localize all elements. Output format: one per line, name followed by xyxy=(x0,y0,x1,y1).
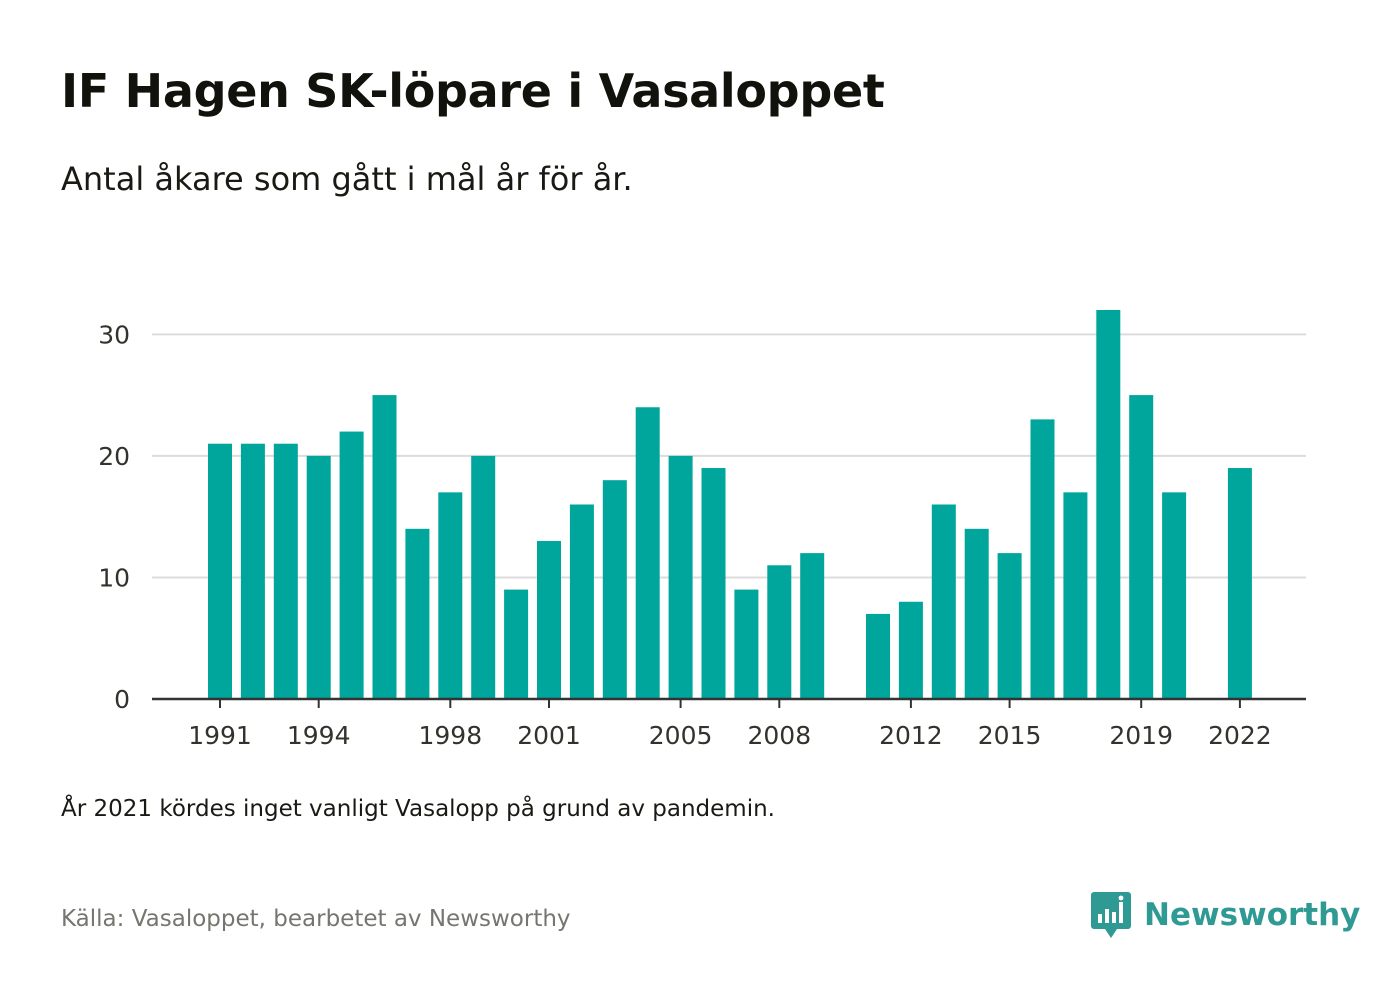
source-text: Källa: Vasaloppet, bearbetet av Newswort… xyxy=(61,906,571,932)
bar-1998 xyxy=(438,492,463,699)
bar-2011 xyxy=(866,613,890,699)
x-tick-label: 2008 xyxy=(747,721,811,750)
bar-1991 xyxy=(208,443,232,699)
x-tick-label: 2005 xyxy=(649,721,713,750)
bar-2016 xyxy=(1030,419,1055,699)
y-tick-label: 0 xyxy=(114,685,130,714)
brand-name: Newsworthy xyxy=(1144,897,1361,933)
bar-2003 xyxy=(602,480,627,699)
x-tick-label: 1994 xyxy=(287,721,351,750)
bar-2005 xyxy=(668,455,693,699)
bar-1994 xyxy=(306,455,331,699)
x-tick-label: 2015 xyxy=(978,721,1042,750)
y-tick-label: 30 xyxy=(98,320,130,349)
chart-subtitle: Antal åkare som gått i mål år för år. xyxy=(61,160,633,198)
bar-2022 xyxy=(1227,468,1252,699)
x-tick-label: 2019 xyxy=(1109,721,1173,750)
x-axis-ticks: 1991 1994 1998 2001 2005 2008 2012 2015 2019 2022 xyxy=(188,699,1272,750)
newsworthy-logo-icon xyxy=(1091,892,1131,938)
bar-2007 xyxy=(734,589,759,699)
bar-2012 xyxy=(898,601,923,699)
footnote: År 2021 kördes inget vanligt Vasalopp på… xyxy=(61,796,775,822)
bar-1993 xyxy=(273,443,298,699)
bar-2001 xyxy=(537,540,561,699)
x-tick-label: 2012 xyxy=(879,721,943,750)
y-tick-label: 20 xyxy=(98,442,130,471)
bar-2009 xyxy=(800,553,825,699)
bar-2020 xyxy=(1162,492,1187,699)
bar-1996 xyxy=(372,395,397,699)
bar-1995 xyxy=(339,431,364,699)
bar-2017 xyxy=(1063,492,1088,699)
bar-2015 xyxy=(997,553,1022,699)
bar-2008 xyxy=(767,565,792,699)
bar-2000 xyxy=(504,589,529,699)
x-tick-label: 1998 xyxy=(418,721,482,750)
x-tick-label: 1991 xyxy=(188,721,252,750)
bars xyxy=(208,310,1252,699)
bar-1992 xyxy=(240,443,265,699)
chart-title: IF Hagen SK-löpare i Vasaloppet xyxy=(61,64,885,118)
brand-logo: Newsworthy xyxy=(1090,890,1360,940)
bar-1997 xyxy=(405,528,430,699)
y-axis-ticks: 0 10 20 30 xyxy=(98,320,130,714)
y-tick-label: 10 xyxy=(98,563,130,592)
bar-2014 xyxy=(964,528,989,699)
bar-2004 xyxy=(635,407,660,699)
bar-2019 xyxy=(1129,395,1154,699)
x-tick-label: 2001 xyxy=(517,721,581,750)
bar-2002 xyxy=(569,504,594,699)
x-tick-label: 2022 xyxy=(1208,721,1272,750)
bar-2018 xyxy=(1096,310,1121,699)
bar-2013 xyxy=(931,504,956,699)
bar-2006 xyxy=(701,468,726,699)
bar-chart: 0 10 20 30 1991 1994 1998 2001 2005 2008 2012 2015… xyxy=(98,310,1306,750)
bar-1999 xyxy=(471,455,496,699)
